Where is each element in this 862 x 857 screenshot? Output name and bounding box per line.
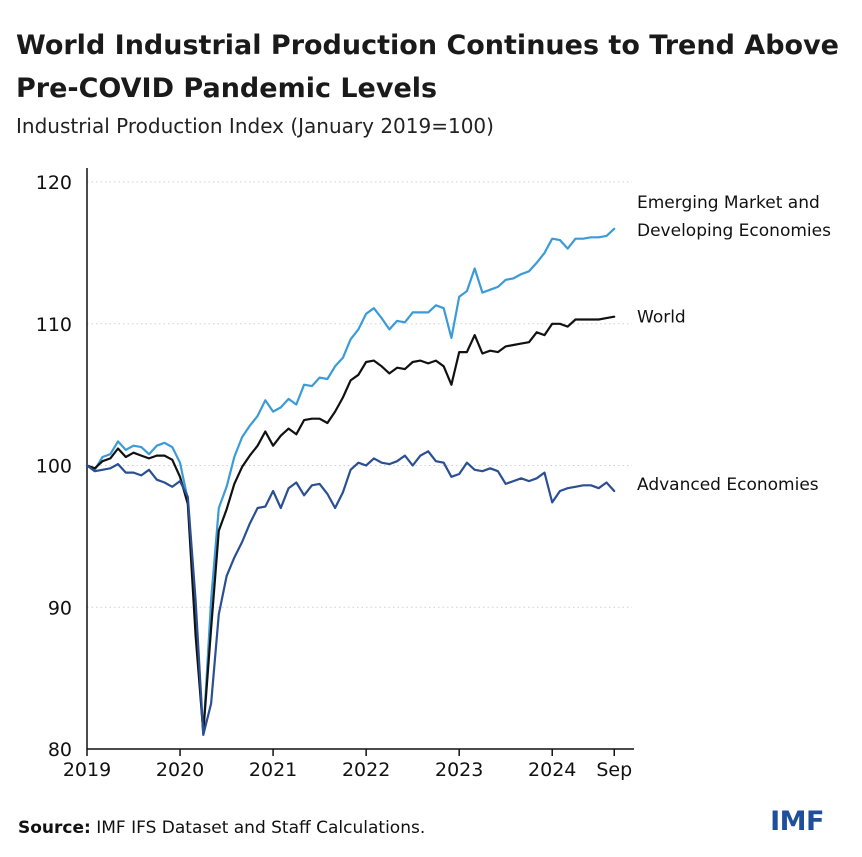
series-line-world	[85, 315, 616, 734]
x-tick-label: 2019	[63, 759, 111, 781]
x-tick-label: 2021	[249, 759, 297, 781]
x-tick-label: 2024	[528, 759, 576, 781]
series-label-emerging-market-and-developing-economies: Developing Economies	[637, 221, 831, 241]
imf-logo: IMF	[770, 806, 824, 837]
series-line-emerging-market-and-developing-economies	[85, 227, 616, 736]
series-line-advanced-economies	[85, 450, 616, 736]
series-label-advanced-economies: Advanced Economies	[637, 475, 819, 495]
series-labels: Emerging Market and Developing Economies W…	[637, 193, 831, 495]
x-tick-label: Sep	[596, 759, 632, 781]
y-tick-label: 80	[48, 739, 72, 761]
chart-title: World Industrial Production Continues to…	[16, 30, 839, 104]
source-label: Source:	[18, 818, 91, 838]
grid-lines	[87, 181, 632, 608]
source-note: Source: IMF IFS Dataset and Staff Calcul…	[18, 818, 425, 838]
chart-subtitle: Industrial Production Index (January 201…	[16, 114, 494, 138]
y-tick-label: 110	[36, 314, 72, 336]
series-lines	[85, 227, 616, 736]
y-tick-label: 100	[36, 456, 72, 478]
x-tick-label: 2020	[156, 759, 204, 781]
series-label-world: World	[637, 308, 686, 328]
x-tick-label: 2022	[342, 759, 390, 781]
axes: 80 90 100 110 120 2019 2020 2021 2022 2023 2024 Sep	[36, 168, 634, 781]
y-tick-label: 90	[48, 597, 72, 619]
y-tick-label: 120	[36, 172, 72, 194]
x-tick-label: 2023	[435, 759, 483, 781]
source-text: IMF IFS Dataset and Staff Calculations.	[90, 818, 426, 838]
series-label-emerging-market-and-developing-economies: Emerging Market and	[637, 193, 820, 213]
line-chart: 80 90 100 110 120 2019 2020 2021 2022 2023 2024 Sep…	[36, 168, 831, 781]
